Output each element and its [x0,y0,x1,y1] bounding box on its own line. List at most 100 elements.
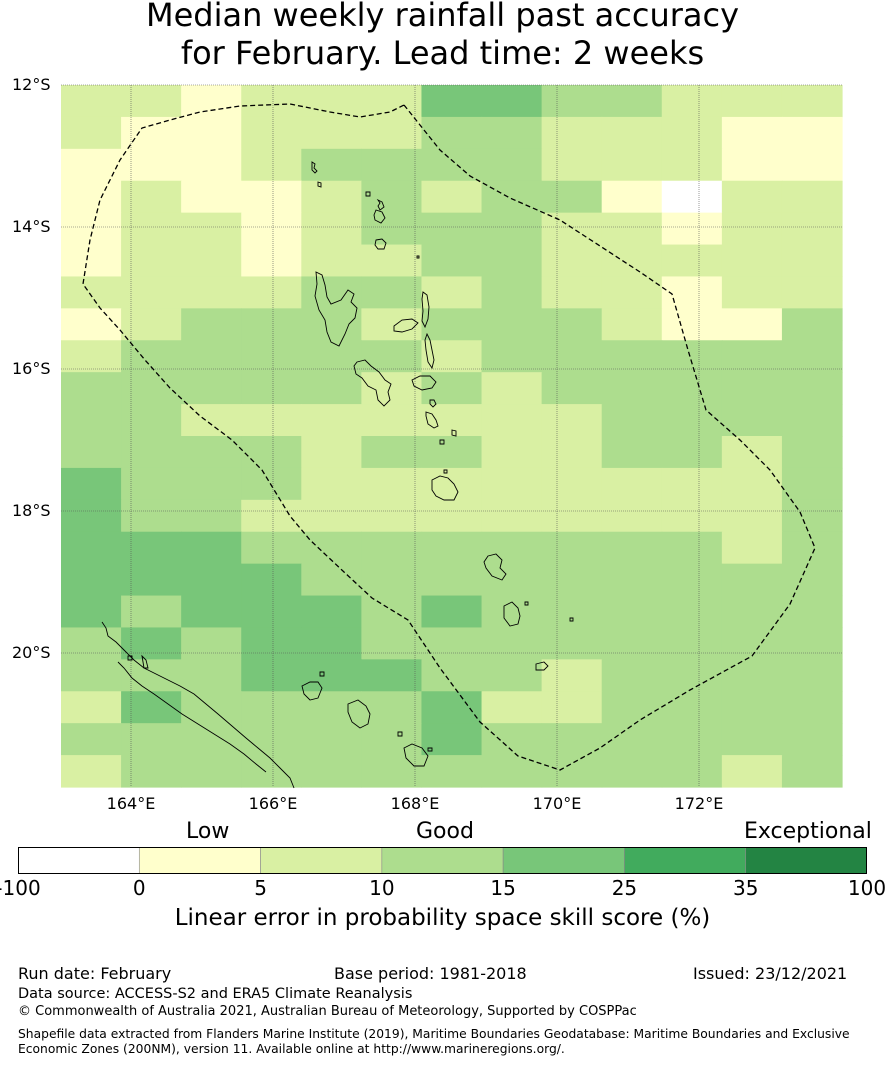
colorbar-tick-label: 25 [611,876,638,900]
grid-cell [601,85,663,118]
grid-cell [721,755,783,788]
grid-cell [721,116,783,150]
grid-cell [781,116,843,150]
grid-cell [421,531,483,565]
grid-cell [661,436,723,469]
island-isle-of-pines [403,743,429,767]
colorbar-segment [745,847,867,874]
grid-cell [481,436,543,469]
grid-cell [241,276,302,309]
island-futuna [569,617,574,622]
colorbar-tick-label: 0 [132,876,146,900]
grid-cell [601,180,663,214]
islands [101,161,574,789]
grid-cell [301,212,362,246]
grid-cell [721,499,783,533]
grid-cell [121,595,182,629]
grid-cell [601,755,663,788]
grid-cell [421,467,483,501]
grid-cell [721,723,783,756]
island-mare [347,699,371,729]
grid-cell [361,276,423,309]
grid-cell [721,531,783,565]
grid-cell [121,212,182,246]
grid-cell [61,404,122,437]
grid-cell [661,467,723,501]
grid-cell [241,372,302,405]
grid-cell [241,180,302,214]
colorbar-segment [381,847,504,874]
grid-cell [481,659,543,692]
grid-cell [661,116,723,150]
grid-cell [781,691,843,724]
grid-cell [61,723,122,756]
grid-cell [61,467,122,501]
grid-cell [721,340,783,373]
grid-cell [421,563,483,597]
grid-cell [301,531,362,565]
grid-cell [121,180,182,214]
grid-cell [181,627,242,660]
grid-cell [181,116,242,150]
grid-cell [361,659,423,692]
island-gaua [374,238,387,250]
grid-cell [61,308,122,341]
grid-cell [361,723,423,756]
island-aniwa [524,601,529,606]
lon-label-166e: 166°E [248,794,298,813]
colorbar-segment [18,847,140,874]
grid-cell [121,85,182,118]
grid-cell [721,180,783,214]
grid-cell [301,723,362,756]
grid-cell [481,691,543,724]
island-emae [443,469,448,474]
grid-cell [121,308,182,341]
grid-cell [481,276,543,309]
grid-cell [661,404,723,437]
grid-cell [421,436,483,469]
grid-cell [301,467,362,501]
grid-cell [661,308,723,341]
grid-cell [661,372,723,405]
colorbar-tick-label: 5 [254,876,267,900]
grid-cell [481,467,543,501]
grid-cell [61,595,122,629]
grid-cell [661,148,723,182]
grid-cell [61,627,122,660]
grid-cell [121,372,182,405]
grid-cell [241,85,302,118]
grid-cell [121,499,182,533]
grid-cell [541,436,603,469]
grid-cell [61,212,122,246]
island-epi [425,411,439,429]
lat-label-20s: 20°S [12,643,51,662]
grid-cell [181,340,242,373]
lon-label-172e: 172°E [674,794,724,813]
island-efate [431,475,459,501]
grid-cell [481,340,543,373]
grid-cell [781,531,843,565]
grid-cell [661,659,723,692]
grid-cell [181,659,242,692]
grid-cell [601,627,663,660]
grid-cell [421,308,483,341]
island-tongoa [439,439,445,445]
grid-cell [421,691,483,724]
grid-cell [601,308,663,341]
grid-cell [601,148,663,182]
island-new-caledonia [101,621,295,789]
grid-cell [121,627,182,660]
grid-cell [541,276,603,309]
island-merelava [416,255,420,259]
grid-cell [481,404,543,437]
grid-cell [481,755,543,788]
grid-cell [241,659,302,692]
title-line-2: for February. Lead time: 2 weeks [180,34,705,72]
grid-cell [661,244,723,278]
grid-cell [301,244,362,278]
grid-cell [61,276,122,309]
grid-cell [721,212,783,246]
grid-cell [61,691,122,724]
grid-cell [541,372,603,405]
island-ambrym [411,375,437,391]
